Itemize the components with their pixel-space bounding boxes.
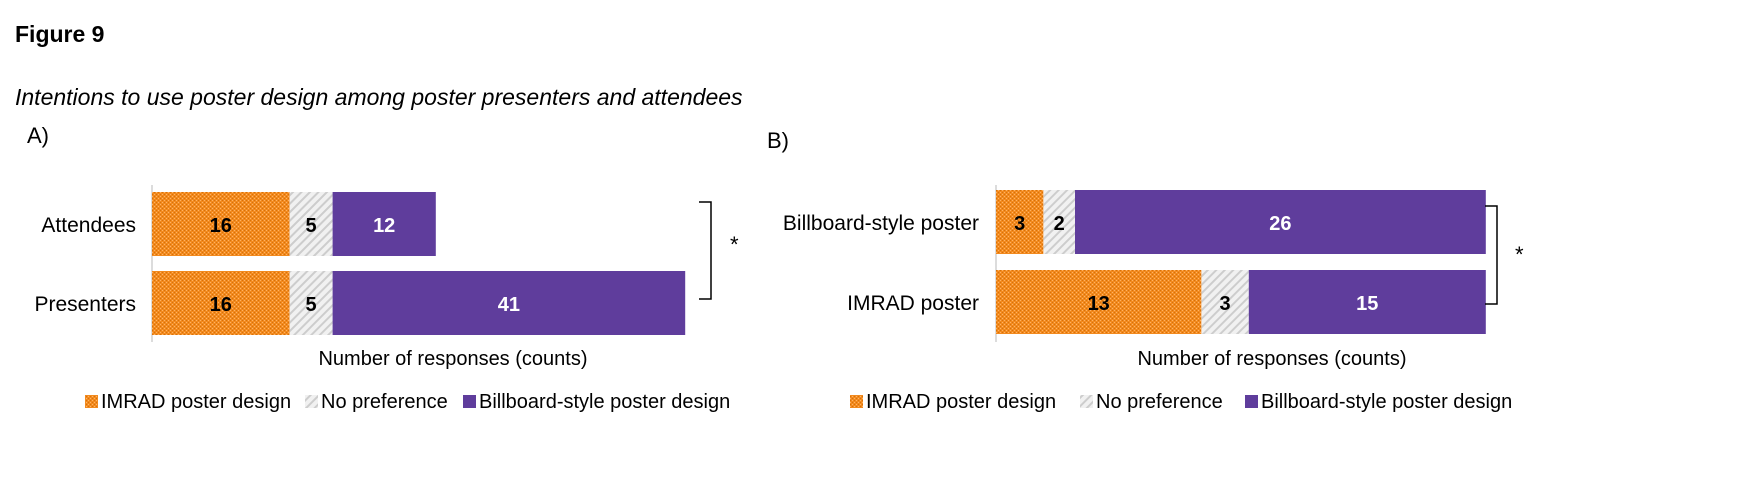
chart-panel-a: A) Attendees 16 5 12 Presenters 16 5 41 * Number o…: [27, 123, 739, 413]
panel-label: B): [767, 128, 789, 153]
significance-marker: *: [730, 232, 739, 257]
category-label: Presenters: [34, 293, 136, 316]
bar-segment-imrad: [152, 192, 290, 256]
data-label: 12: [373, 215, 395, 237]
legend-label-nopref: No preference: [321, 391, 448, 413]
legend-label-billboard: Billboard-style poster design: [1261, 391, 1512, 413]
data-label: 15: [1356, 293, 1378, 315]
bar-segment-imrad: [996, 190, 1044, 254]
legend-swatch-billboard: [463, 395, 476, 408]
legend-swatch-imrad: [85, 395, 98, 408]
figure-subtitle: Intentions to use poster design among po…: [15, 84, 743, 110]
data-label: 2: [1054, 213, 1065, 235]
legend-label-nopref: No preference: [1096, 391, 1223, 413]
bar-segment-nopref: [289, 271, 333, 335]
legend: IMRAD poster design No preference Billboar…: [85, 391, 730, 413]
data-label: 26: [1269, 213, 1291, 235]
significance-marker: *: [1515, 242, 1524, 267]
legend-swatch-imrad: [850, 395, 863, 408]
data-label: 5: [306, 215, 317, 237]
significance-bracket: [1485, 205, 1498, 305]
legend-swatch-nopref: [1080, 395, 1093, 408]
bar-segment-imrad: [152, 271, 290, 335]
figure-title: Figure 9: [15, 21, 105, 47]
x-axis-label: Number of responses (counts): [318, 348, 587, 370]
legend-label-imrad: IMRAD poster design: [866, 391, 1056, 413]
legend-label-imrad: IMRAD poster design: [101, 391, 291, 413]
category-label: Billboard-style poster: [783, 212, 979, 235]
legend-label-billboard: Billboard-style poster design: [479, 391, 730, 413]
category-label: IMRAD poster: [847, 292, 979, 315]
bar-segment-billboard: [1075, 190, 1486, 254]
x-axis-label: Number of responses (counts): [1137, 348, 1406, 370]
legend-swatch-nopref: [305, 395, 318, 408]
bar-segment-imrad: [996, 270, 1202, 334]
data-label: 5: [306, 294, 317, 316]
data-label: 13: [1088, 293, 1110, 315]
category-label: Attendees: [41, 214, 136, 237]
panel-label: A): [27, 123, 49, 148]
bar-segment-nopref: [289, 192, 333, 256]
bar-segment-nopref: [1201, 270, 1249, 334]
legend: IMRAD poster design No preference Billboar…: [850, 391, 1512, 413]
data-label: 3: [1014, 213, 1025, 235]
bar-segment-billboard: [332, 192, 436, 256]
bar-segment-billboard: [1248, 270, 1486, 334]
bar-segment-billboard: [332, 271, 686, 335]
bar-segment-nopref: [1043, 190, 1075, 254]
data-label: 16: [210, 215, 232, 237]
legend-swatch-billboard: [1245, 395, 1258, 408]
data-label: 3: [1220, 293, 1231, 315]
data-label: 41: [498, 294, 520, 316]
chart-panel-b: B) Billboard-style poster 3 2 26 IMRAD poster…: [767, 128, 1524, 413]
significance-bracket: [699, 201, 712, 300]
data-label: 16: [210, 294, 232, 316]
